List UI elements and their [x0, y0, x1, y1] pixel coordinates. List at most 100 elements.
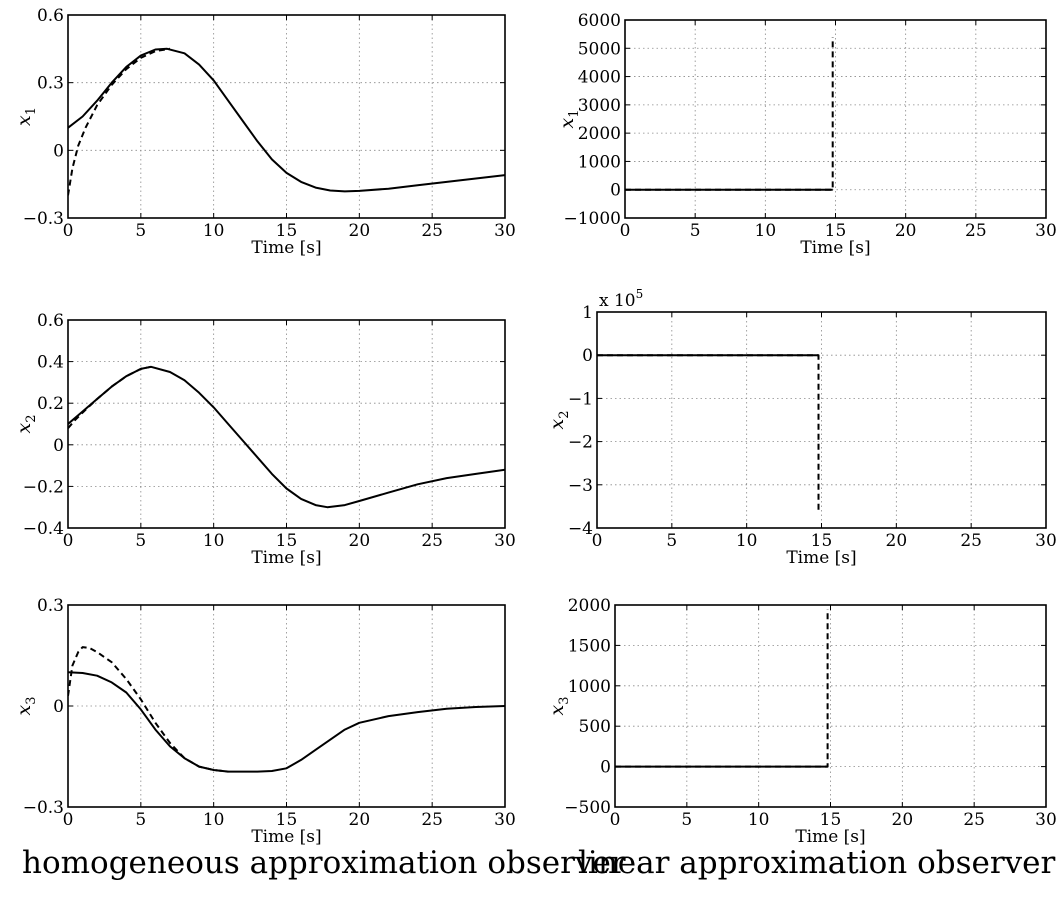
y-tick-label: −500 [564, 798, 611, 818]
y-tick-label: 0 [53, 436, 64, 456]
x-axis-label: Time [s] [251, 827, 321, 847]
y-tick-label: 0.3 [37, 596, 64, 616]
y-axis-label: x2 [546, 411, 572, 430]
x-tick-label: 20 [892, 810, 914, 830]
x-tick-label: 25 [960, 531, 982, 551]
x-tick-label: 5 [135, 531, 146, 551]
y-tick-label: 1500 [568, 636, 611, 656]
x-axis-label: Time [s] [786, 548, 856, 568]
series-line-dashed [68, 365, 152, 429]
scale-factor-label: x 105 [599, 287, 643, 311]
caption-homogeneous-observer: homogeneous approximation observer [22, 845, 626, 881]
y-tick-label: −1 [568, 389, 593, 409]
y-axis-label: x1 [556, 110, 582, 129]
chart-panel-lin-x1: 0 5 10 15 20 25 30−100001000200030004000500060… [556, 11, 1057, 258]
y-tick-label: 0.2 [37, 394, 64, 414]
x-tick-label: 10 [203, 531, 225, 551]
x-tick-label: 0 [63, 810, 74, 830]
y-tick-label: −4 [568, 519, 593, 539]
x-tick-label: 30 [494, 810, 516, 830]
plot-area [68, 15, 505, 218]
y-tick-label: 0 [600, 758, 611, 778]
y-tick-label: 1000 [568, 677, 611, 697]
y-tick-label: 2000 [578, 124, 621, 144]
series-line-dashed [597, 354, 820, 511]
y-tick-label: 0.6 [37, 311, 64, 331]
x-tick-label: 0 [63, 531, 74, 551]
x-tick-label: 0 [610, 810, 621, 830]
caption-linear-observer: linear approximation observer [578, 845, 1056, 881]
y-tick-label: 500 [579, 717, 611, 737]
y-tick-label: 1000 [578, 152, 621, 172]
x-tick-label: 30 [1035, 221, 1057, 241]
chart-panel-hom-x2: 0 5 10 15 20 25 30 −0.4 −0.2 0 0.2 0.4 0.6 Time [s] x2 [13, 311, 516, 568]
x-tick-label: 5 [690, 221, 701, 241]
x-tick-label: 20 [349, 810, 371, 830]
y-axis-label: x2 [13, 415, 39, 434]
y-tick-label: 3000 [578, 96, 621, 116]
x-tick-label: 5 [681, 810, 692, 830]
chart-panel-lin-x2: 0 5 10 15 20 25 30 −4 −3 −2 −1 0 1 Time [s] x2 x 105 [546, 287, 1057, 568]
x-tick-label: 30 [1035, 810, 1057, 830]
x-tick-label: 10 [203, 810, 225, 830]
plot-area [615, 605, 1046, 807]
y-axis-label: x3 [546, 697, 572, 716]
x-tick-label: 10 [755, 221, 777, 241]
x-tick-label: 5 [135, 810, 146, 830]
y-tick-label: 5000 [578, 39, 621, 59]
x-tick-label: 25 [421, 531, 443, 551]
x-tick-label: 25 [965, 221, 987, 241]
y-tick-label: 0 [53, 697, 64, 717]
y-tick-label: 2000 [568, 596, 611, 616]
x-tick-label: 0 [63, 221, 74, 241]
y-tick-label: 1 [582, 303, 593, 323]
y-tick-label: −3 [568, 476, 593, 496]
x-tick-label: 20 [886, 531, 908, 551]
y-tick-label: −0.3 [23, 209, 64, 229]
x-tick-label: 10 [748, 810, 770, 830]
x-tick-label: 20 [349, 221, 371, 241]
x-tick-label: 15 [811, 531, 833, 551]
series-line-solid [68, 47, 505, 193]
x-tick-label: 25 [421, 810, 443, 830]
x-axis-label: Time [s] [251, 238, 321, 258]
x-tick-label: 10 [203, 221, 225, 241]
y-tick-label: 0.6 [37, 6, 64, 26]
x-tick-label: 0 [620, 221, 631, 241]
x-tick-label: 15 [276, 221, 298, 241]
x-tick-label: 30 [494, 531, 516, 551]
x-tick-label: 15 [276, 531, 298, 551]
y-axis-label: x3 [13, 697, 39, 716]
x-tick-label: 25 [421, 221, 443, 241]
x-tick-label: 20 [895, 221, 917, 241]
x-tick-label: 5 [666, 531, 677, 551]
x-tick-label: 15 [276, 810, 298, 830]
x-axis-label: Time [s] [251, 548, 321, 568]
y-tick-label: −0.3 [23, 798, 64, 818]
x-tick-label: 15 [825, 221, 847, 241]
x-tick-label: 15 [820, 810, 842, 830]
x-tick-label: 10 [736, 531, 758, 551]
series-line-solid [68, 671, 505, 773]
y-tick-label: 6000 [578, 11, 621, 31]
y-tick-label: 0 [582, 346, 593, 366]
x-tick-label: 25 [963, 810, 985, 830]
y-tick-label: 0.4 [37, 353, 64, 373]
x-axis-label: Time [s] [800, 238, 870, 258]
y-tick-label: −1000 [563, 209, 621, 229]
x-axis-label: Time [s] [795, 827, 865, 847]
y-tick-label: −0.4 [23, 519, 64, 539]
y-tick-label: 0.3 [37, 74, 64, 94]
y-tick-label: −2 [568, 433, 593, 453]
y-tick-label: 0 [610, 181, 621, 201]
x-tick-label: 30 [1035, 531, 1057, 551]
y-axis-label: x1 [13, 107, 39, 126]
x-tick-label: 0 [592, 531, 603, 551]
series-line-dashed [615, 609, 829, 768]
y-tick-label: 0 [53, 141, 64, 161]
y-tick-label: −0.2 [23, 477, 64, 497]
